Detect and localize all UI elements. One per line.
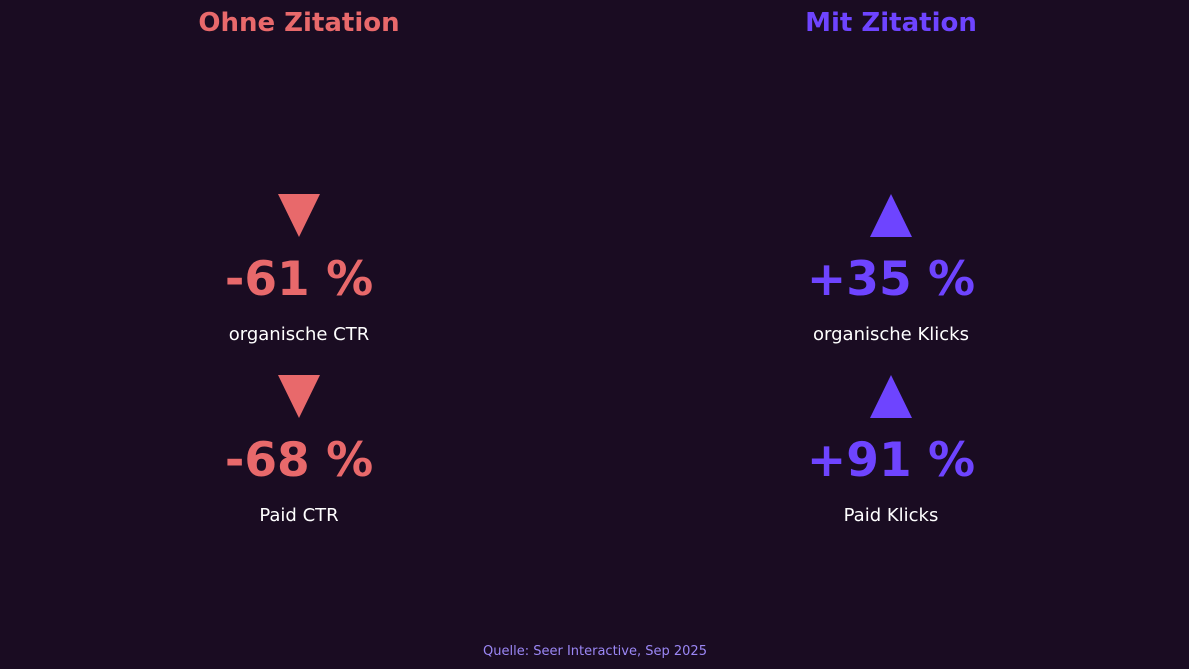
metric-label: Paid Klicks <box>843 505 939 526</box>
metric-label: organische CTR <box>228 324 370 345</box>
left-column-title: Ohne Zitation <box>198 8 400 38</box>
metric-value: -61 % <box>224 252 374 307</box>
metric-value: +35 % <box>806 252 976 307</box>
triangle-down-icon <box>278 375 320 418</box>
metric-value: -68 % <box>224 433 374 488</box>
triangle-down-icon <box>278 194 320 237</box>
metric-label: organische Klicks <box>813 324 969 345</box>
right-column-title: Mit Zitation <box>805 8 977 38</box>
triangle-up-icon <box>870 375 912 418</box>
metric-label: Paid CTR <box>259 505 339 526</box>
triangle-up-icon <box>870 194 912 237</box>
metric-value: +91 % <box>806 433 976 488</box>
source-caption: Quelle: Seer Interactive, Sep 2025 <box>483 644 707 659</box>
